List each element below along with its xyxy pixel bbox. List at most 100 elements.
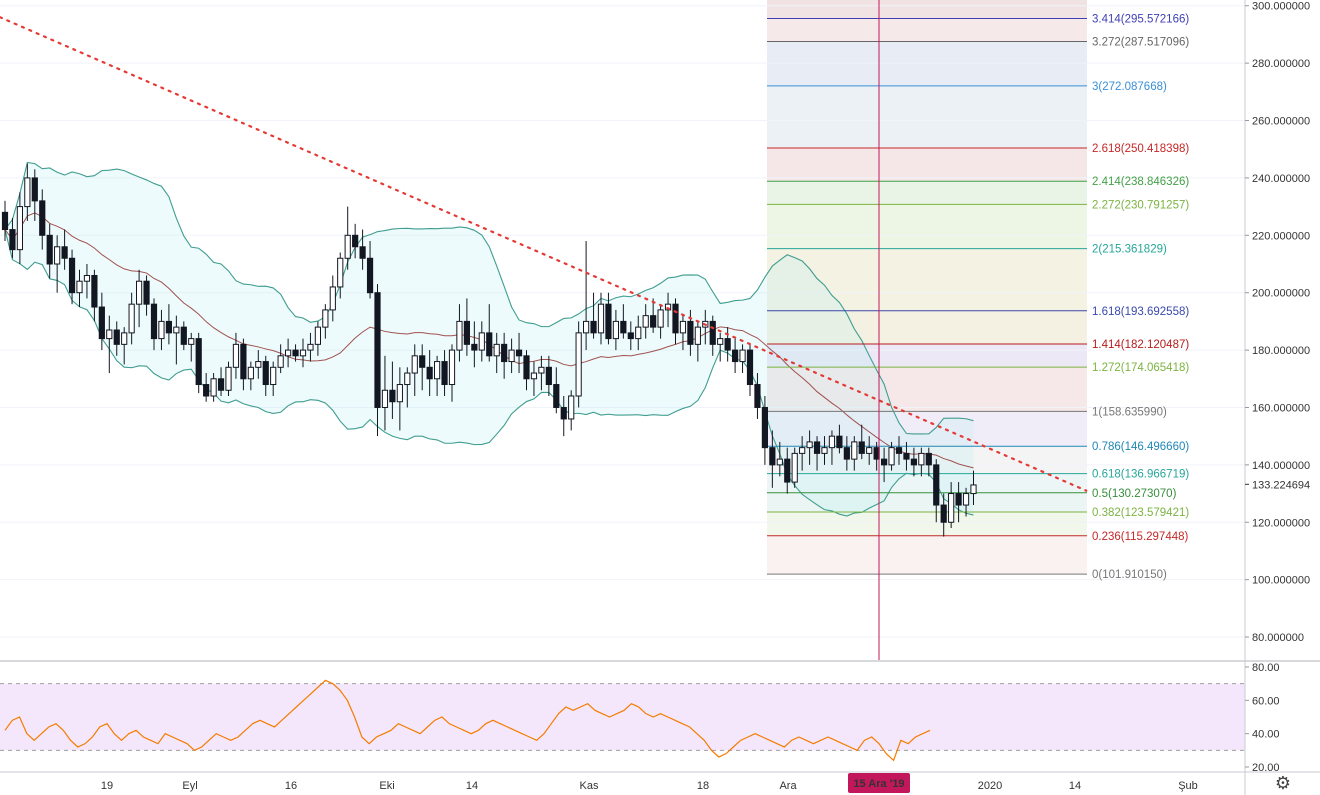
candle-body [895,447,903,454]
fib-level-label: 2.414(238.846326) [1092,176,1189,188]
fibonacci-zones [767,0,1087,575]
price-tick-label: 160.000000 [1252,402,1310,414]
candle-body [1,211,9,231]
candle-body [247,366,254,380]
candle-body [866,447,873,454]
candle-body [918,452,925,466]
trendline[interactable] [0,16,1088,492]
fib-zone [767,411,1087,447]
candle-body [381,389,389,408]
fib-zone [767,85,1087,149]
candle-body [210,378,217,397]
candle-body [396,384,403,403]
candle-body [940,504,947,523]
fib-zone [767,41,1087,86]
candle-body [858,441,865,454]
candle-body [389,389,396,403]
candle-body [314,326,321,345]
candle-body [143,280,150,305]
rsi-tick-label: 60.00 [1252,695,1280,707]
fib-level-label: 0(101.910150) [1092,569,1167,581]
fib-zone [767,473,1087,493]
candle-body [83,274,91,282]
price-tick-label: 260.000000 [1252,116,1310,128]
candle-body [106,329,113,340]
candle-body [791,452,798,483]
time-tick-label: Eyl [182,780,197,792]
candle-body [285,349,292,357]
candle-body [277,355,284,368]
time-tick-label: 16 [285,780,297,792]
candle-body [337,257,344,288]
fib-level-label: 2(215.361829) [1092,244,1167,256]
candle-body [888,447,895,466]
candle-body [113,329,120,345]
bollinger-upper [4,161,974,435]
candle-body [61,246,68,259]
candle-body [851,441,858,460]
candle-body [493,343,500,357]
candle-body [784,458,791,483]
candle-body [434,361,441,380]
candle-body [724,338,731,351]
candle-body [374,292,381,408]
date-highlight-label: 15 Ara '19 [853,778,904,790]
candle-body [501,343,508,363]
candle-body [508,349,515,363]
candle-body [575,332,582,397]
candle-body [270,366,277,386]
candle-body [136,280,143,305]
fib-level-label: 1.618(193.692558) [1092,306,1189,318]
candle-body [523,355,530,380]
candle-body [955,493,962,506]
candle-body [98,306,105,340]
candle-body [240,343,247,380]
fib-level-label: 3(272.087668) [1092,81,1167,93]
candle-body [359,246,366,259]
price-tick-label: 120.000000 [1252,517,1310,529]
fib-zone [767,511,1087,536]
price-tick-label: 220.000000 [1252,230,1310,242]
candle-body [687,320,694,345]
fibonacci-levels [767,17,1087,575]
fib-zone [767,492,1087,512]
fib-level-label: 0.5(130.273070) [1092,488,1177,500]
fib-zone [767,248,1087,311]
gear-icon[interactable]: ⚙ [1274,773,1292,794]
time-tick-label: 19 [101,780,113,792]
candle-body [910,458,917,466]
candle-body [128,303,135,334]
candle-body [165,320,173,334]
price-tick-label: 240.000000 [1252,173,1310,185]
fib-level-label: 0.382(123.579421) [1092,507,1189,519]
price-tick-label: 140.000000 [1252,460,1310,472]
time-tick-label: Ara [779,780,797,792]
price-tick-label: 180.000000 [1252,345,1310,357]
fib-level-label: 0.786(146.496660) [1092,441,1189,453]
fibonacci-labels: 3.414(295.572166) 3.272(287.517096) 3(272.… [1092,13,1189,581]
candle-body [754,384,761,408]
candle-body [620,320,627,334]
trendline-dotted [0,16,1088,492]
fib-level-label: 1.414(182.120487) [1092,339,1189,351]
candle-body [173,326,180,334]
candle-body [307,343,314,351]
candle-body [948,493,955,523]
candle-body [150,303,158,340]
candle-body [679,320,687,334]
candle-body [970,484,977,495]
fib-zone [767,204,1087,249]
candle-body [612,320,619,340]
time-tick-label: 14 [1069,780,1081,792]
candle-body [39,200,46,236]
fib-level-label: 3.414(295.572166) [1092,13,1189,25]
candle-body [232,343,240,368]
price-tick-label: 80.000000 [1252,632,1304,644]
candle-body [329,286,336,311]
candle-body [76,280,83,294]
candle-body [583,320,590,334]
fib-level-label: 2.618(250.418398) [1092,143,1189,155]
candle-body [344,234,351,259]
candle-body [657,309,664,328]
